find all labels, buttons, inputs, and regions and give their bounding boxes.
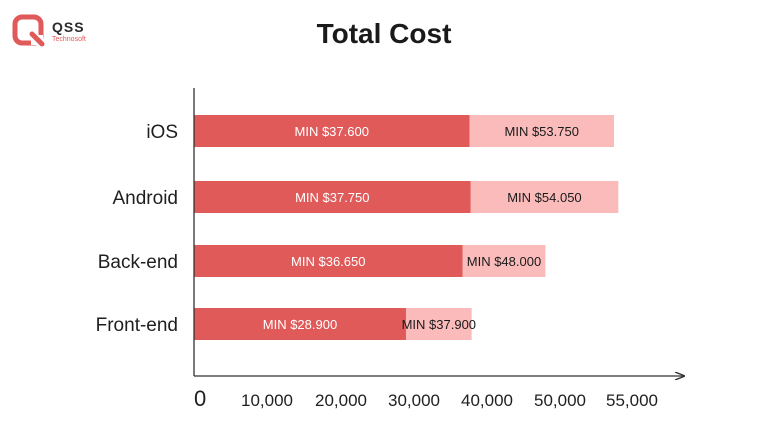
bar-label-max-2: MIN $48.000 — [467, 254, 541, 269]
x-tick-label-2: 20,000 — [315, 391, 367, 410]
x-tick-label-0: 0 — [194, 386, 206, 411]
bar-min-2 — [194, 245, 463, 277]
brand-text: QSS Technosoft — [52, 20, 86, 43]
x-tick-label-1: 10,000 — [241, 391, 293, 410]
bars-layer: MIN $37.600 MIN $53.750 MIN $37.750 MIN $54… — [194, 115, 619, 340]
x-tick-label-3: 30,000 — [388, 391, 440, 410]
bar-max-2 — [462, 245, 546, 277]
bar-max-3 — [405, 308, 472, 340]
brand-subtitle: Technosoft — [52, 35, 86, 43]
bar-label-max-1: MIN $54.050 — [507, 190, 581, 205]
x-tick-label-6: 55,000 — [606, 391, 658, 410]
bar-label-max-0: MIN $53.750 — [505, 124, 579, 139]
category-label-2: Back-end — [98, 252, 178, 273]
qss-logo-icon — [12, 14, 45, 47]
category-labels: iOS Android Back-end Front-end — [96, 122, 178, 336]
x-tick-label-5: 50,000 — [534, 391, 586, 410]
category-label-3: Front-end — [96, 315, 178, 336]
x-axis-ticks: 0 10,000 20,000 30,000 40,000 50,000 55,000 — [194, 386, 658, 411]
bar-min-3 — [194, 308, 406, 340]
x-tick-label-4: 40,000 — [461, 391, 513, 410]
category-label-0: iOS — [146, 122, 178, 143]
bar-label-min-0: MIN $37.600 — [295, 124, 369, 139]
chart-title: Total Cost — [316, 18, 452, 49]
brand-logo: QSS Technosoft — [12, 14, 86, 48]
bar-label-max-3: MIN $37.900 — [402, 317, 476, 332]
category-label-1: Android — [113, 188, 179, 209]
bar-min-1 — [194, 181, 471, 213]
bar-max-0 — [469, 115, 614, 147]
bar-min-0 — [194, 115, 470, 147]
bar-max-1 — [470, 181, 619, 213]
bar-label-min-2: MIN $36.650 — [291, 254, 365, 269]
brand-name: QSS — [52, 18, 85, 35]
bar-label-min-1: MIN $37.750 — [295, 190, 369, 205]
bar-label-min-3: MIN $28.900 — [263, 317, 337, 332]
